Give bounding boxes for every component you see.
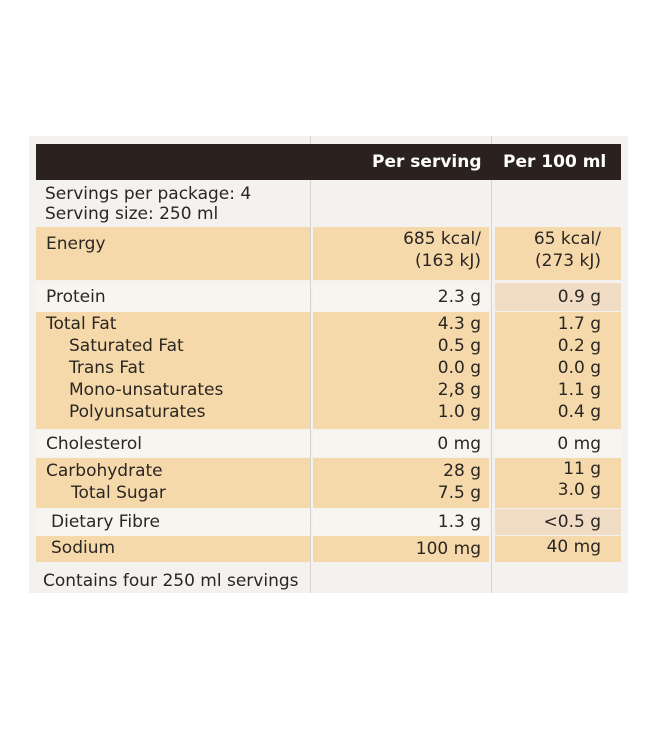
header-bar: Per serving Per 100 ml bbox=[36, 144, 621, 180]
serving-size: Serving size: 250 ml bbox=[45, 204, 218, 224]
sodium-per100: 40 mg bbox=[547, 536, 601, 558]
total-fat-serving: 4.3 g bbox=[438, 313, 481, 335]
per-100ml-header: Per 100 ml bbox=[503, 144, 606, 180]
energy-serving-kcal: 685 kcal/ bbox=[403, 228, 481, 250]
sodium-serving: 100 mg bbox=[416, 538, 481, 560]
saturated-fat-serving: 0.5 g bbox=[438, 335, 481, 357]
polyunsaturates-per100: 0.4 g bbox=[558, 401, 601, 423]
row-carbohydrate-group: Carbohydrate 28 g 11 g Total Sugar 7.5 g… bbox=[29, 458, 628, 508]
protein-label: Protein bbox=[46, 286, 106, 308]
row-cholesterol: Cholesterol 0 mg 0 mg bbox=[29, 430, 628, 457]
dietary-fibre-serving: 1.3 g bbox=[438, 511, 481, 533]
total-fat-label: Total Fat bbox=[46, 313, 116, 335]
protein-serving: 2.3 g bbox=[438, 286, 481, 308]
carbohydrate-label: Carbohydrate bbox=[46, 460, 163, 482]
nutrition-panel: Per serving Per 100 ml Servings per pack… bbox=[29, 136, 628, 593]
row-dietary-fibre: Dietary Fibre 1.3 g <0.5 g bbox=[29, 509, 628, 535]
trans-fat-per100: 0.0 g bbox=[558, 357, 601, 379]
row-energy: Energy 685 kcal/ (163 kJ) 65 kcal/ (273 … bbox=[29, 227, 628, 280]
dietary-fibre-label: Dietary Fibre bbox=[51, 511, 160, 533]
polyunsaturates-label: Polyunsaturates bbox=[69, 401, 205, 423]
mono-unsaturates-label: Mono-unsaturates bbox=[69, 379, 223, 401]
energy-per100-kcal: 65 kcal/ bbox=[534, 228, 601, 250]
servings-note: Contains four 250 ml servings bbox=[43, 571, 299, 591]
total-sugar-per100: 3.0 g bbox=[558, 479, 601, 501]
total-sugar-serving: 7.5 g bbox=[438, 482, 481, 504]
dietary-fibre-per100: <0.5 g bbox=[544, 511, 601, 533]
carbohydrate-per100: 11 g bbox=[563, 458, 601, 480]
protein-per100: 0.9 g bbox=[558, 286, 601, 308]
per-serving-header: Per serving bbox=[372, 144, 482, 180]
row-sodium: Sodium 100 mg 40 mg bbox=[29, 536, 628, 562]
cholesterol-serving: 0 mg bbox=[437, 433, 481, 455]
mono-unsaturates-per100: 1.1 g bbox=[558, 379, 601, 401]
energy-per100-kj: (273 kJ) bbox=[535, 250, 601, 272]
saturated-fat-label: Saturated Fat bbox=[69, 335, 184, 357]
mono-unsaturates-serving: 2,8 g bbox=[438, 379, 481, 401]
total-sugar-label: Total Sugar bbox=[71, 482, 166, 504]
carbohydrate-serving: 28 g bbox=[443, 460, 481, 482]
energy-serving-kj: (163 kJ) bbox=[415, 250, 481, 272]
saturated-fat-per100: 0.2 g bbox=[558, 335, 601, 357]
row-protein: Protein 2.3 g 0.9 g bbox=[29, 283, 628, 311]
total-fat-per100: 1.7 g bbox=[558, 313, 601, 335]
servings-per-package: Servings per package: 4 bbox=[45, 184, 251, 204]
sodium-label: Sodium bbox=[51, 537, 115, 559]
cholesterol-per100: 0 mg bbox=[557, 433, 601, 455]
row-fat-group: Total Fat 4.3 g 1.7 g Saturated Fat 0.5 … bbox=[29, 312, 628, 429]
polyunsaturates-serving: 1.0 g bbox=[438, 401, 481, 423]
energy-label: Energy bbox=[46, 233, 106, 255]
trans-fat-serving: 0.0 g bbox=[438, 357, 481, 379]
trans-fat-label: Trans Fat bbox=[69, 357, 145, 379]
cholesterol-label: Cholesterol bbox=[46, 433, 142, 455]
